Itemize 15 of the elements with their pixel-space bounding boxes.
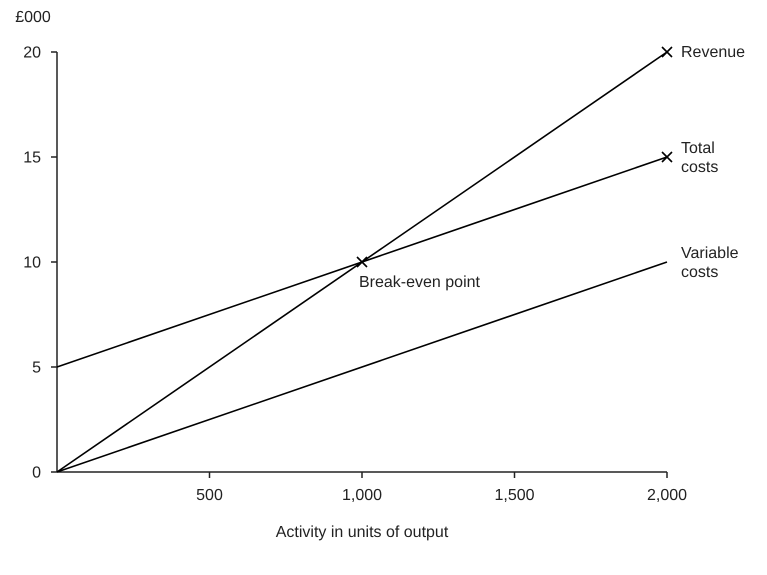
x-tick-label: 1,500 (494, 487, 535, 504)
annotation: Break-even point (359, 274, 481, 291)
y-tick-label: 15 (23, 150, 42, 167)
x-tick-label: 2,000 (646, 487, 688, 504)
y-tick-label: 0 (32, 464, 42, 482)
series-label: Revenue (681, 44, 746, 61)
y-tick-label: 10 (23, 254, 42, 272)
series-label: Total costs (681, 140, 718, 176)
series-label: Variable costs (681, 245, 739, 281)
y-axis-title: £000 (15, 9, 51, 26)
x-axis-title: Activity in units of output (276, 524, 449, 541)
x-tick-label: 500 (196, 487, 223, 504)
y-tick-label: 5 (32, 360, 42, 377)
x-tick-label: 1,000 (342, 487, 382, 504)
y-tick-label: 20 (23, 44, 42, 62)
